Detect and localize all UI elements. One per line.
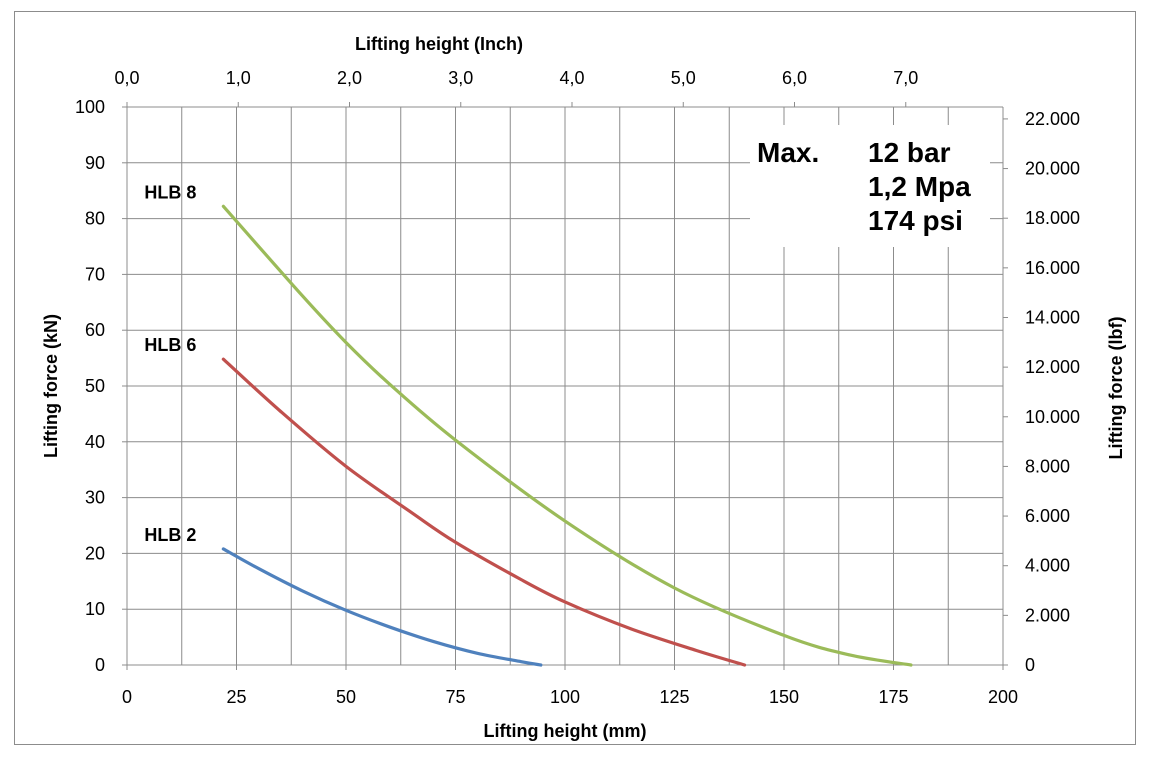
x-axis-title: Lifting height (mm)	[484, 721, 647, 741]
y2-tick-label: 10.000	[1025, 407, 1080, 427]
y2-tick-label: 22.000	[1025, 109, 1080, 129]
y-tick-label: 30	[85, 488, 105, 508]
x2-tick-label: 3,0	[448, 68, 473, 88]
y2-tick-label: 4.000	[1025, 556, 1070, 576]
x2-tick-label: 1,0	[226, 68, 251, 88]
y2-tick-label: 0	[1025, 655, 1035, 675]
y2-tick-label: 6.000	[1025, 506, 1070, 526]
x-tick-label: 175	[878, 687, 908, 707]
x2-tick-label: 0,0	[114, 68, 139, 88]
x2-tick-label: 5,0	[671, 68, 696, 88]
x-tick-label: 100	[550, 687, 580, 707]
x-tick-label: 25	[226, 687, 246, 707]
info-max-label: Max.	[757, 137, 819, 168]
y-tick-label: 40	[85, 432, 105, 452]
y-tick-label: 60	[85, 320, 105, 340]
series	[221, 204, 913, 667]
y-axis-title: Lifting force (kN)	[41, 314, 61, 458]
y2-tick-label: 14.000	[1025, 307, 1080, 327]
pressure-info-box: Max. 12 bar 1,2 Mpa 174 psi	[757, 137, 971, 236]
x2-tick-label: 7,0	[893, 68, 918, 88]
x-tick-label: 200	[988, 687, 1018, 707]
x-tick-label: 150	[769, 687, 799, 707]
x-tick-label: 125	[659, 687, 689, 707]
y-tick-label: 50	[85, 376, 105, 396]
y2-tick-label: 16.000	[1025, 258, 1080, 278]
y-tick-label: 0	[95, 655, 105, 675]
x2-tick-label: 2,0	[337, 68, 362, 88]
y2-tick-label: 8.000	[1025, 456, 1070, 476]
y-tick-label: 10	[85, 599, 105, 619]
x2-tick-label: 6,0	[782, 68, 807, 88]
y2-tick-label: 2.000	[1025, 605, 1070, 625]
axes	[122, 102, 1008, 670]
info-pressure-bar: 12 bar	[868, 137, 951, 168]
x-tick-label: 50	[336, 687, 356, 707]
y-tick-label: 100	[75, 97, 105, 117]
series-line-hlb-6	[221, 357, 747, 667]
x2-axis-title: Lifting height (Inch)	[355, 34, 523, 54]
series-label-hlb-8: HLB 8	[144, 182, 196, 202]
y-tick-label: 90	[85, 153, 105, 173]
info-pressure-mpa: 1,2 Mpa	[868, 171, 971, 202]
info-box-background	[750, 125, 990, 247]
x2-tick-label: 4,0	[559, 68, 584, 88]
y-tick-label: 80	[85, 209, 105, 229]
series-label-hlb-6: HLB 6	[144, 335, 196, 355]
info-pressure-psi: 174 psi	[868, 205, 963, 236]
y-tick-label: 20	[85, 543, 105, 563]
x-tick-label: 0	[122, 687, 132, 707]
x-tick-label: 75	[445, 687, 465, 707]
series-label-hlb-2: HLB 2	[144, 525, 196, 545]
chart-frame	[14, 11, 1136, 745]
y2-tick-label: 12.000	[1025, 357, 1080, 377]
y2-tick-label: 18.000	[1025, 208, 1080, 228]
series-line-hlb-8	[221, 204, 913, 667]
y-tick-label: 70	[85, 264, 105, 284]
y2-axis-title: Lifting force (lbf)	[1106, 317, 1126, 460]
y2-tick-label: 20.000	[1025, 159, 1080, 179]
series-line-hlb-2	[221, 547, 543, 667]
